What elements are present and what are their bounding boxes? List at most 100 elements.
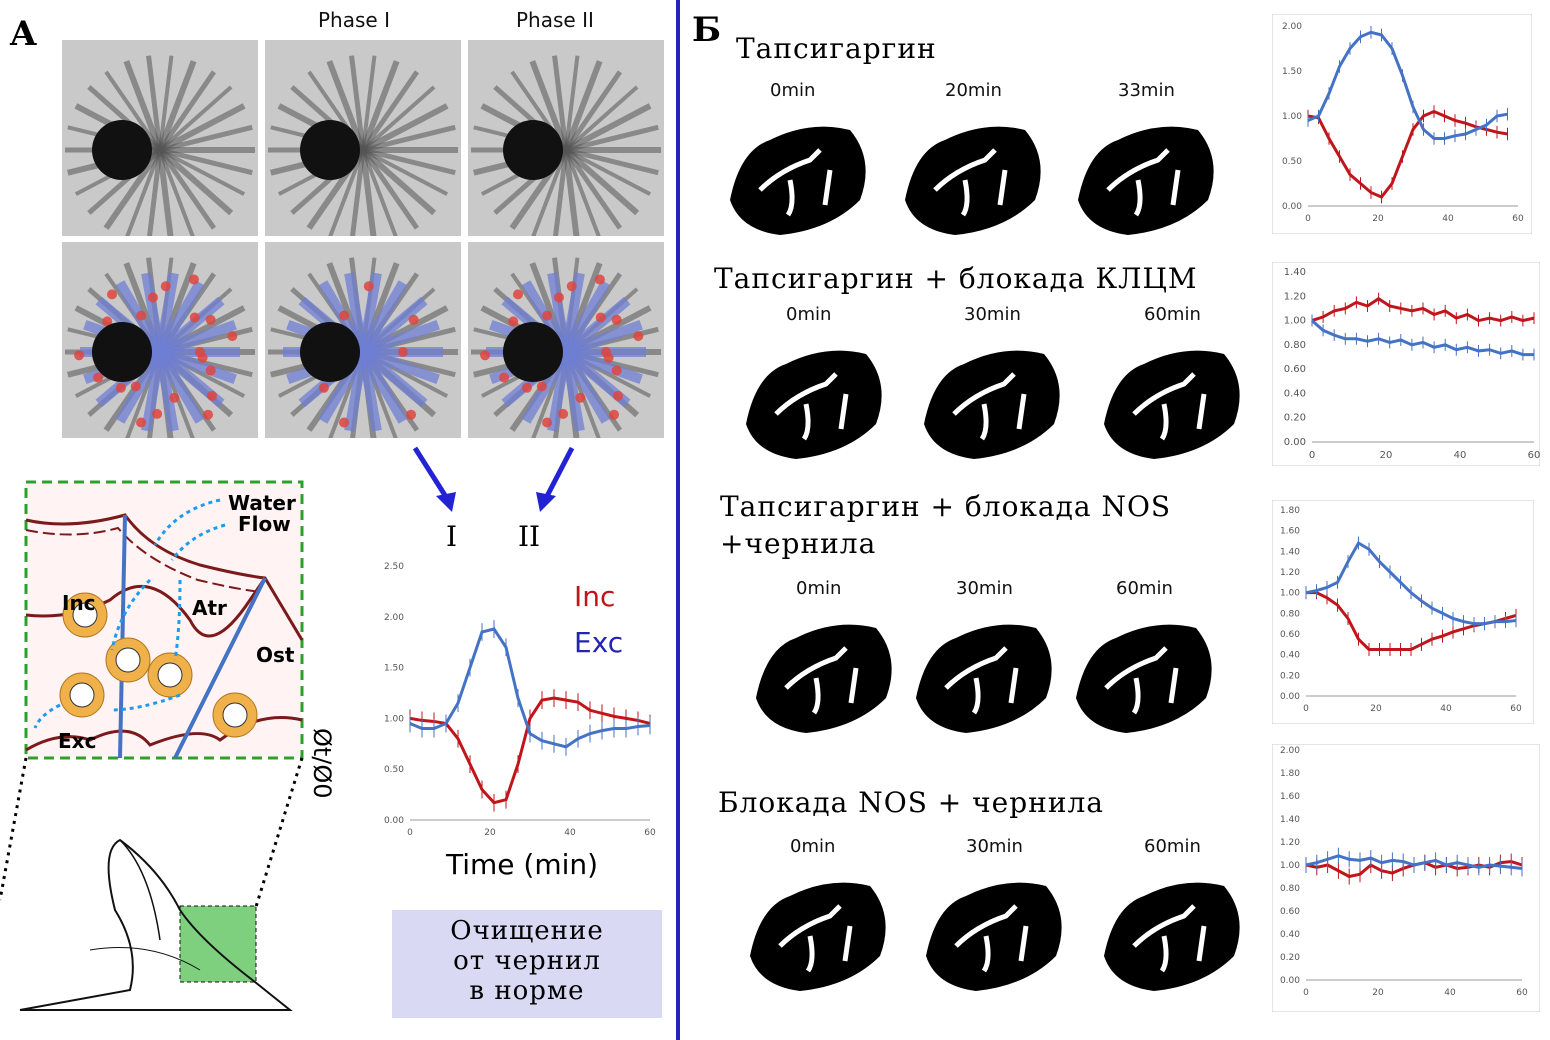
mask-0-1 — [905, 126, 1041, 235]
ytick-label: 0.00 — [1280, 692, 1300, 702]
ytick-label: 0.80 — [1284, 340, 1306, 351]
ytick-label: 0.60 — [1280, 630, 1300, 640]
time-label-3-2: 60min — [1144, 836, 1201, 857]
ytick-label: 1.20 — [1280, 568, 1300, 578]
xtick-label: 20 — [484, 828, 496, 838]
ytick-label: 1.00 — [1282, 112, 1302, 122]
time-label-2-0: 0min — [796, 578, 842, 599]
ytick-label: 1.40 — [1280, 547, 1300, 557]
mask-2-0 — [756, 624, 892, 733]
ytick-label: 1.40 — [1284, 267, 1306, 278]
xtick-label: 40 — [1454, 450, 1467, 461]
panel-divider — [676, 0, 680, 1040]
ytick-label: 1.00 — [1280, 861, 1300, 871]
chart-panel-a: 0.00 0.50 1.00 1.50 2.00 2.50 0 20 40 60 — [340, 550, 660, 890]
chart-b2: 0.00 0.20 0.40 0.60 0.80 1.00 1.20 1.40 0 20 40 60 — [1272, 262, 1540, 466]
xtick-label: 0 — [1303, 988, 1309, 998]
inc-label: Inc — [62, 591, 96, 615]
mask-3-1 — [926, 882, 1062, 991]
micrograph-0-2 — [468, 40, 664, 236]
xtick-label: 40 — [1440, 704, 1452, 714]
ytick-label: 0.60 — [1284, 364, 1306, 375]
micrograph-0-1 — [265, 40, 461, 236]
note-line-1: Очищение — [450, 916, 604, 946]
ytick-label: 1.60 — [1280, 792, 1300, 802]
ytick-label: 1.60 — [1280, 527, 1300, 537]
micrograph-1-0 — [62, 242, 258, 438]
phase-arrows — [412, 446, 575, 512]
xtick-label: 40 — [1442, 214, 1454, 224]
micrograph-0-0 — [62, 40, 258, 236]
series-line-1 — [1307, 30, 1508, 140]
xtick-label: 60 — [1510, 704, 1522, 714]
ytick-label: 2.00 — [1280, 746, 1300, 756]
time-label-1-2: 60min — [1144, 304, 1201, 325]
mask-0-2 — [1078, 126, 1214, 235]
time-label-3-1: 30min — [966, 836, 1023, 857]
ytick-label: 1.00 — [1284, 316, 1306, 327]
ytick-label: 0.00 — [1280, 976, 1300, 986]
chart-a-legend-exc: Exc — [574, 626, 624, 659]
ytick-label: 0.50 — [384, 765, 404, 775]
condition-4-title: Блокада NOS + чернила — [718, 786, 1104, 819]
condition-1-title: Тапсигаргин — [736, 32, 937, 65]
ytick-label: 1.50 — [1282, 67, 1302, 77]
time-label-0-0: 0min — [770, 80, 816, 101]
ytick-label: 0.20 — [1280, 671, 1300, 681]
micrograph-1-2 — [468, 242, 664, 438]
chart-a-legend-inc: Inc — [574, 580, 616, 613]
ytick-label: 1.00 — [1280, 589, 1300, 599]
micrograph-1-1 — [265, 242, 461, 438]
mask-3-0 — [750, 882, 886, 991]
ytick-label: 1.00 — [384, 714, 404, 724]
ytick-label: 0.80 — [1280, 609, 1300, 619]
note-line-3: в норме — [469, 976, 585, 1006]
phase-i-marker: I — [446, 520, 458, 553]
series-line-0 — [1307, 109, 1508, 199]
time-label-2-2: 60min — [1116, 578, 1173, 599]
ytick-label: 2.00 — [1282, 22, 1302, 32]
condition-3-title-2: +чернила — [720, 527, 877, 560]
exc-label: Exc — [58, 729, 96, 753]
note-line-2: от чернил — [453, 946, 601, 976]
chart-a-xlabel: Time (min) — [446, 848, 599, 881]
xtick-label: 0 — [1303, 704, 1309, 714]
xtick-label: 60 — [1516, 988, 1528, 998]
time-label-3-0: 0min — [790, 836, 836, 857]
phase-ii-marker: II — [518, 520, 541, 553]
water-label: Water — [228, 491, 296, 515]
mask-1-2 — [1104, 350, 1240, 459]
mask-1-1 — [924, 350, 1060, 459]
ytick-label: 0.20 — [1284, 413, 1306, 424]
mask-1-0 — [746, 350, 882, 459]
ytick-label: 0.40 — [1284, 388, 1306, 399]
xtick-label: 60 — [1512, 214, 1524, 224]
ytick-label: 0.40 — [1280, 651, 1300, 661]
canal-schematic: Water Flow Inc Atr Ost Exc — [0, 480, 304, 1011]
ytick-label: 1.80 — [1280, 506, 1300, 516]
ytick-label: 1.20 — [1284, 291, 1306, 302]
time-label-1-0: 0min — [786, 304, 832, 325]
note-box: Очищение от чернил в норме — [392, 910, 662, 1018]
xtick-label: 0 — [1309, 450, 1315, 461]
chart-a-ylabel: Øt/Ø0 — [308, 728, 336, 799]
ytick-label: 0.00 — [1284, 437, 1306, 448]
xtick-label: 0 — [1305, 214, 1311, 224]
xtick-label: 60 — [1528, 450, 1540, 461]
xtick-label: 20 — [1370, 704, 1382, 714]
ytick-label: 0.50 — [1282, 157, 1302, 167]
ytick-label: 1.80 — [1280, 769, 1300, 779]
phase-ii-header: Phase II — [516, 8, 594, 32]
phase-i-header: Phase I — [318, 8, 390, 32]
ytick-label: 2.50 — [384, 562, 404, 572]
chart-b3: 0.00 0.20 0.40 0.60 0.80 1.00 1.20 1.40 1.60 1.80… — [1272, 500, 1534, 724]
ytick-label: 0.00 — [384, 816, 404, 826]
xtick-label: 40 — [1444, 988, 1456, 998]
flow-label: Flow — [238, 512, 291, 536]
ytick-label: 0.60 — [1280, 907, 1300, 917]
ytick-label: 0.80 — [1280, 884, 1300, 894]
condition-2-title: Тапсигаргин + блокада КЛЦМ — [714, 262, 1198, 295]
atr-label: Atr — [192, 596, 227, 620]
ytick-label: 2.00 — [384, 613, 404, 623]
xtick-label: 20 — [1372, 988, 1384, 998]
